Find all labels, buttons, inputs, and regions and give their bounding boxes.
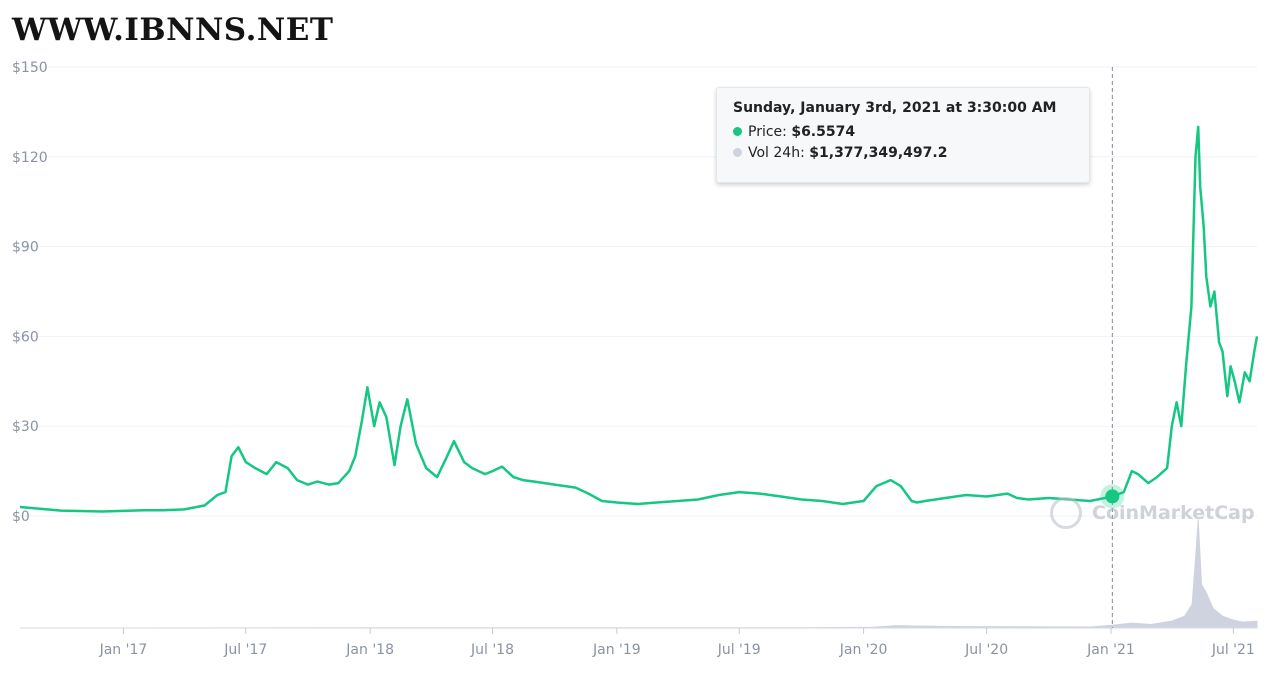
x-tick-label: Jan '20 — [839, 642, 888, 658]
tooltip-volume-value: $1,377,349,497.2 — [809, 145, 948, 161]
y-tick-label: $90 — [12, 240, 39, 256]
y-tick-label: $30 — [12, 419, 39, 435]
brand-name: CoinMarketCap — [1092, 502, 1255, 524]
y-tick-label: $120 — [12, 150, 48, 166]
tooltip-price-label: Price: — [748, 124, 787, 140]
tooltip-price-value: $6.5574 — [791, 124, 856, 140]
x-tick-label: Jan '17 — [99, 642, 148, 658]
x-tick-label: Jul '21 — [1211, 642, 1255, 658]
volume-legend-dot-icon — [733, 148, 742, 157]
x-tick-label: Jan '19 — [592, 642, 641, 658]
highlight-point[interactable] — [1105, 489, 1120, 504]
volume-area — [19, 519, 1258, 629]
price-legend-dot-icon — [733, 127, 742, 136]
x-tick-label: Jul '19 — [717, 642, 761, 658]
tooltip-price-row: Price: $6.5574 — [733, 122, 1089, 143]
axes: $0 $30 $60 $90 $120 $150 Jan '17 Jul '17 Jan '18… — [12, 60, 1257, 658]
coinmarketcap-logo-icon — [1050, 497, 1082, 529]
x-tick-label: Jul '18 — [470, 642, 514, 658]
x-tick-label: Jan '18 — [345, 642, 394, 658]
y-tick-label: $150 — [12, 60, 48, 76]
site-watermark: WWW.IBNNS.NET — [12, 12, 334, 48]
tooltip-volume-row: Vol 24h: $1,377,349,497.2 — [733, 143, 1089, 164]
volume-series — [19, 519, 1258, 629]
x-tick-label: Jul '17 — [223, 642, 267, 658]
x-tick-label: Jan '21 — [1086, 642, 1135, 658]
crosshair — [1100, 67, 1125, 628]
tooltip-volume-label: Vol 24h: — [748, 145, 805, 161]
hover-tooltip: Sunday, January 3rd, 2021 at 3:30:00 AM … — [716, 87, 1090, 183]
coinmarketcap-watermark: CoinMarketCap — [1050, 497, 1255, 529]
price-series — [19, 125, 1259, 513]
x-tick-label: Jul '20 — [964, 642, 1008, 658]
y-tick-label: $0 — [12, 509, 30, 525]
tooltip-date: Sunday, January 3rd, 2021 at 3:30:00 AM — [733, 100, 1057, 116]
y-tick-label: $60 — [12, 329, 39, 345]
price-line — [19, 125, 1259, 513]
